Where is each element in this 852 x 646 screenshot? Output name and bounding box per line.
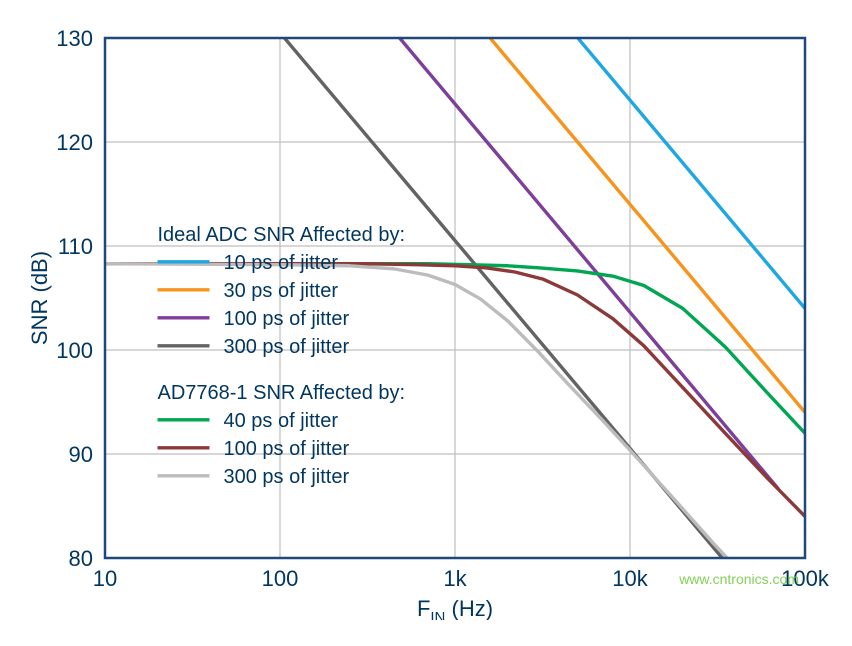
legend-item-label: 40 ps of jitter <box>224 410 339 432</box>
x-tick-label: 10 <box>93 566 117 591</box>
x-axis-label: FIN (Hz) <box>417 596 493 620</box>
x-tick-label: 100 <box>262 566 299 591</box>
y-tick-label: 90 <box>69 442 93 467</box>
legend-item-label: 100 ps of jitter <box>224 438 350 460</box>
y-tick-label: 130 <box>56 26 93 51</box>
x-tick-label: 10k <box>612 566 648 591</box>
legend-item-label: 100 ps of jitter <box>224 308 350 330</box>
legend-item-label: 300 ps of jitter <box>224 336 350 358</box>
legend-item-label: 10 ps of jitter <box>224 252 339 274</box>
y-tick-label: 120 <box>56 130 93 155</box>
y-axis-label: SNR (dB) <box>27 251 52 345</box>
y-tick-label: 100 <box>56 338 93 363</box>
y-tick-label: 80 <box>69 546 93 571</box>
x-tick-label: 1k <box>443 566 467 591</box>
legend-group-title: AD7768-1 SNR Affected by: <box>158 382 406 404</box>
legend-item-label: 30 ps of jitter <box>224 280 339 302</box>
legend-group-title: Ideal ADC SNR Affected by: <box>158 224 406 246</box>
watermark: www.cntronics.com <box>678 571 799 587</box>
y-tick-label: 110 <box>58 234 93 259</box>
snr-jitter-chart: 101001k10k100k8090100110120130SNR (dB)FI… <box>20 20 830 620</box>
legend-item-label: 300 ps of jitter <box>224 466 350 488</box>
